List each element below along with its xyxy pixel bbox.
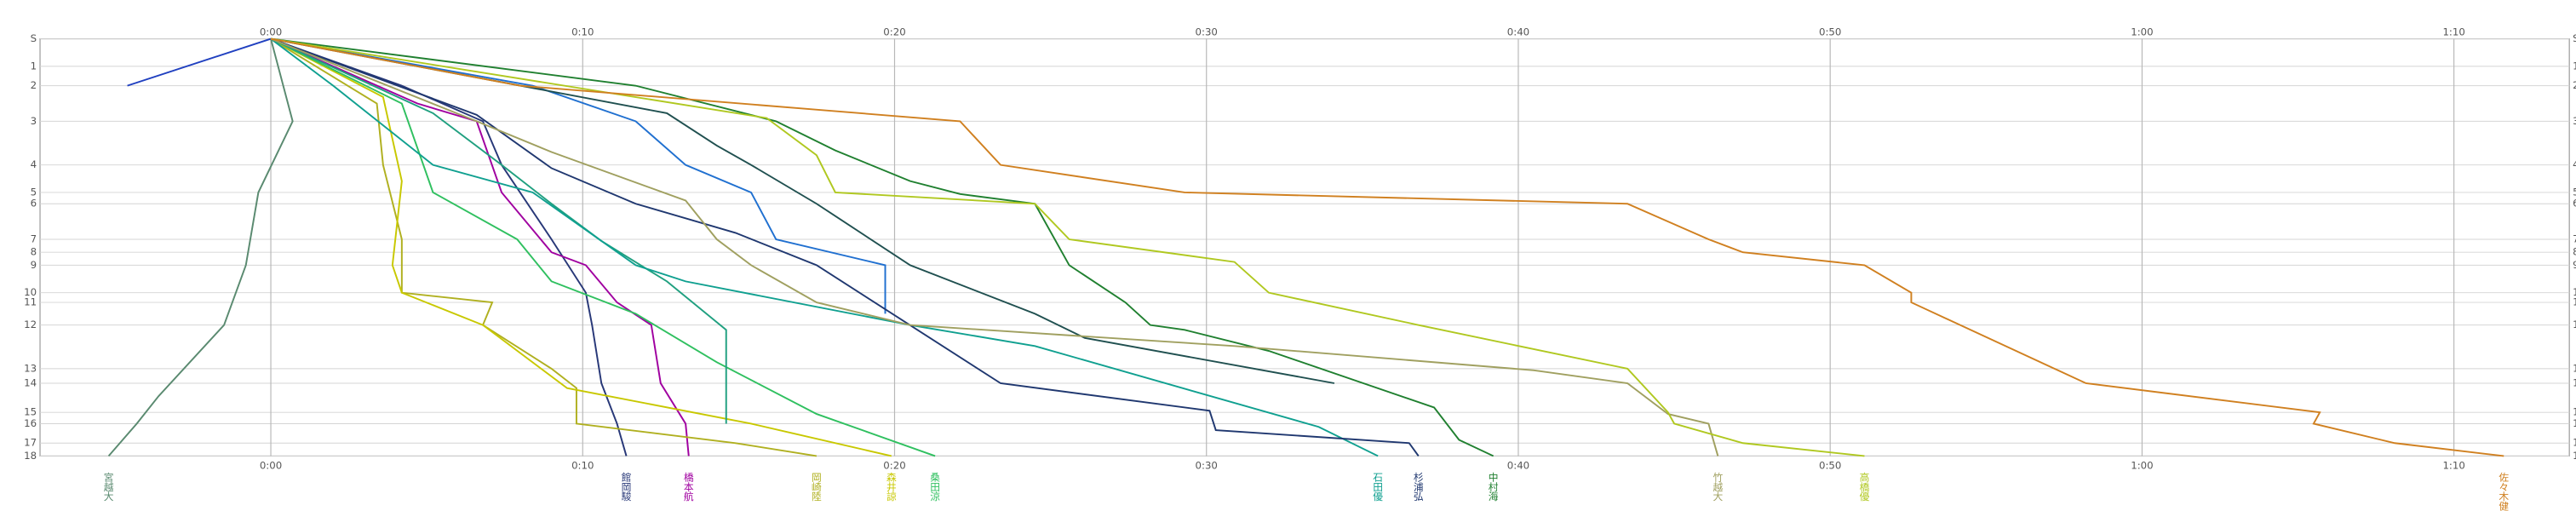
y-tick-label-right: 2 [2573,79,2576,91]
series-line [270,37,936,457]
y-tick-label: 1 [31,60,37,72]
y-tick-label: S [31,32,37,44]
y-tick-label: 11 [24,296,37,308]
series-line [270,37,1379,457]
x-tick-label-top: 0:00 [260,26,282,38]
y-tick-label-right: 16 [2573,417,2576,429]
series-line [270,37,1719,456]
y-tick-label: 7 [31,233,37,245]
series-label: 杉浦弘 [1413,472,1425,502]
series-line [270,37,1335,384]
series-line [270,37,892,457]
y-tick-label: 10 [24,286,37,298]
x-tick-label: 0:40 [1507,459,1529,471]
y-tick-label-right: 5 [2573,187,2576,198]
y-tick-label-right: 10 [2573,286,2576,298]
series-label: 石田優 [1372,472,1384,502]
series-line [107,38,294,457]
x-tick-label-top: 0:20 [883,26,905,38]
y-tick-label-right: 14 [2573,377,2576,389]
y-tick-label: 5 [31,187,37,198]
series-line [270,37,2504,457]
y-tick-label: 16 [24,417,37,429]
series-label: 桑田涼 [929,472,941,501]
y-tick-label: 14 [24,377,37,389]
y-tick-label-right: 15 [2573,406,2576,418]
y-tick-label-right: 13 [2573,363,2576,375]
x-tick-label: 1:10 [2442,459,2464,471]
x-tick-label: 0:10 [571,459,594,471]
series-label: 佐々木健 [2498,472,2510,511]
y-tick-label: 9 [31,259,37,271]
y-tick-label-right: 4 [2573,158,2576,170]
y-tick-label-right: 6 [2573,198,2576,210]
x-tick-label: 0:50 [1819,459,1841,471]
x-tick-label-top: 0:50 [1819,26,1841,38]
plot-frame [39,38,2570,457]
y-tick-label: 17 [24,437,37,449]
series-label: 宮越大 [102,472,114,502]
series-line [270,37,1495,457]
x-tick-label-top: 0:10 [571,26,594,38]
y-tick-label: 18 [24,450,37,462]
y-tick-label: 4 [31,158,37,170]
y-tick-label-right: 7 [2573,233,2576,245]
series-line [270,37,690,456]
x-tick-label: 0:00 [260,459,282,471]
series-line [270,37,628,456]
y-tick-label-right: 3 [2573,115,2576,127]
series-label: 橋本航 [683,472,695,502]
y-tick-label: 8 [31,246,37,258]
series-label: 竹越大 [1712,472,1724,502]
y-tick-label-right: 1 [2573,60,2576,72]
y-tick-label-right: 8 [2573,246,2576,258]
y-tick-label-right: 11 [2573,296,2576,308]
y-tick-label-right: 9 [2573,259,2576,271]
x-tick-label-top: 0:30 [1196,26,1218,38]
series-label: 森井諒 [886,472,898,502]
x-tick-label-top: 0:40 [1507,26,1529,38]
x-tick-label-top: 1:00 [2131,26,2153,38]
series-label: 館岡駿 [620,472,632,502]
y-tick-label: 13 [24,363,37,375]
series-label: 高橋優 [1858,472,1870,502]
y-tick-label: 2 [31,79,37,91]
series-line [270,37,818,457]
y-tick-label-right: 18 [2573,450,2576,462]
y-tick-label: 6 [31,198,37,210]
series-line [270,37,1865,457]
y-tick-label-right: S [2573,32,2576,44]
y-tick-label-right: 12 [2573,319,2576,330]
x-tick-label-top: 1:10 [2442,26,2464,38]
y-tick-label: 15 [24,406,37,418]
series-line [127,37,272,87]
x-tick-label: 0:30 [1196,459,1218,471]
series-label: 岡崎陸 [811,472,823,502]
series-label: 中村海 [1488,472,1500,502]
y-tick-label: 12 [24,319,37,330]
x-tick-label: 1:00 [2131,459,2153,471]
y-tick-label-right: 17 [2573,437,2576,449]
series-line [270,37,1420,456]
x-tick-label: 0:20 [883,459,905,471]
y-tick-label: 3 [31,115,37,127]
